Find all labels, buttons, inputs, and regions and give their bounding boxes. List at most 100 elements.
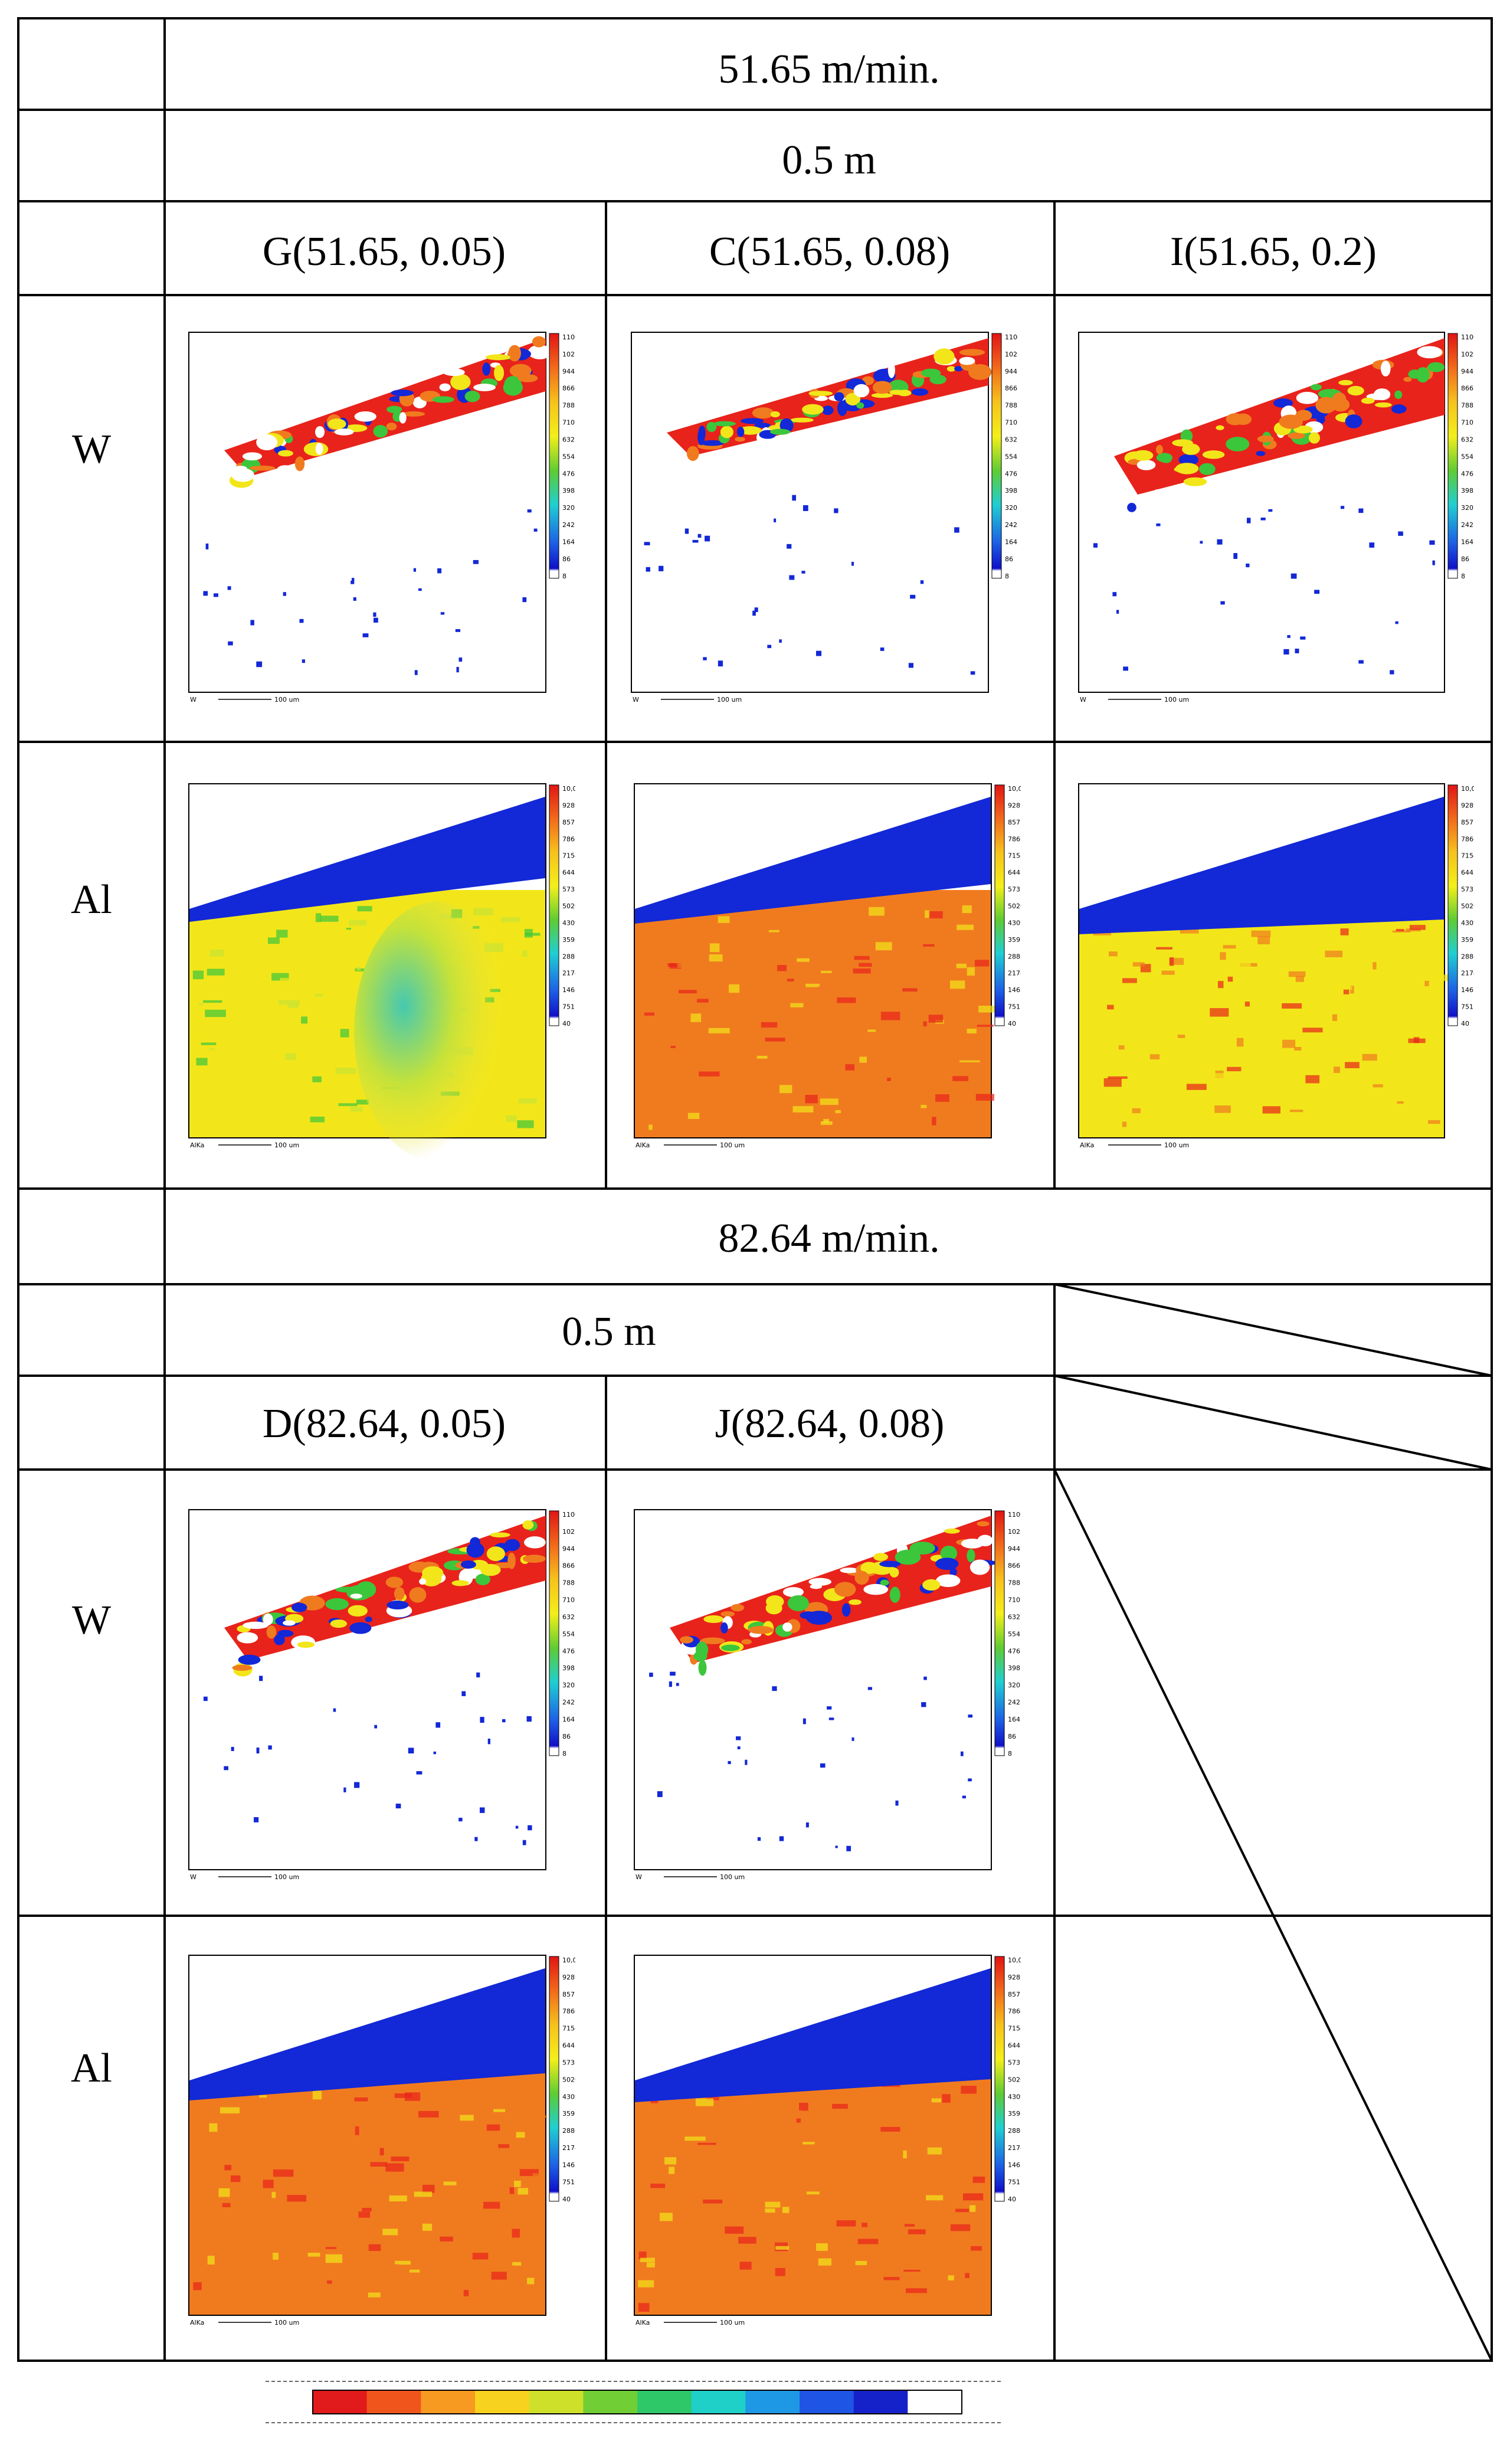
al-texture bbox=[499, 2294, 507, 2303]
w-speck bbox=[302, 659, 306, 663]
color-scale-tick: 751 bbox=[1008, 1003, 1020, 1011]
w-coating-blob bbox=[409, 1587, 427, 1603]
w-coating-blob bbox=[741, 1639, 752, 1645]
al-texture bbox=[420, 2148, 429, 2152]
w-coating-blob bbox=[698, 426, 706, 441]
al-texture bbox=[1227, 1066, 1242, 1072]
al-texture bbox=[854, 956, 870, 960]
w-coating-blob bbox=[277, 465, 294, 474]
al-texture bbox=[892, 2089, 899, 2097]
w-speck bbox=[737, 1746, 741, 1749]
al-texture bbox=[391, 2156, 410, 2162]
al-texture bbox=[473, 2217, 478, 2226]
w-coating-blob bbox=[720, 1622, 728, 1634]
al-texture bbox=[240, 1065, 251, 1069]
w-coating-blob bbox=[741, 418, 764, 424]
w-coating-blob bbox=[971, 365, 982, 378]
al-texture bbox=[267, 937, 280, 944]
color-scale-tick: 1463 bbox=[562, 2161, 575, 2169]
color-scale-tick: 10,000 bbox=[1008, 1956, 1021, 1964]
w-coating-blob bbox=[350, 1593, 362, 1599]
color-scale-tick: 8 bbox=[1008, 1750, 1012, 1758]
w-coating-blob bbox=[897, 390, 912, 397]
w-coating-blob bbox=[889, 1586, 900, 1603]
w-speck bbox=[1300, 636, 1306, 640]
scale-bar-label: 100 um bbox=[720, 1141, 745, 1149]
legend-ramp-segment bbox=[800, 2390, 854, 2414]
w-coating-blob bbox=[856, 402, 864, 409]
al-texture bbox=[1180, 928, 1199, 934]
color-scale-tick: 5731 bbox=[1008, 2059, 1021, 2066]
al-texture bbox=[533, 2115, 548, 2118]
w-speck bbox=[1268, 509, 1273, 512]
al-texture bbox=[792, 1106, 814, 1112]
al-texture bbox=[816, 2243, 828, 2251]
w-coating-blob bbox=[880, 1579, 889, 1586]
w-speck bbox=[676, 1683, 679, 1686]
color-scale-tick: 5731 bbox=[562, 2059, 575, 2066]
al-coating-region bbox=[1079, 796, 1444, 934]
al-texture bbox=[453, 2263, 461, 2272]
w-coating-blob bbox=[782, 1587, 804, 1597]
w-speck bbox=[224, 1766, 228, 1771]
w-speck bbox=[1314, 590, 1320, 594]
color-scale-tick: 4309 bbox=[1461, 919, 1474, 927]
al-texture bbox=[1132, 962, 1145, 967]
w-coating-blob bbox=[522, 1520, 534, 1530]
map-element-caption: AlKa bbox=[190, 1141, 204, 1149]
al-texture bbox=[765, 2201, 781, 2208]
al-texture bbox=[1082, 942, 1090, 945]
al-texture bbox=[1339, 1084, 1360, 1087]
color-scale-tick: 4309 bbox=[1008, 2093, 1021, 2100]
w-coating-blob bbox=[1345, 414, 1362, 428]
w-coating-blob bbox=[935, 1557, 959, 1570]
al-texture bbox=[1282, 1039, 1296, 1048]
color-scale-tick: 164 bbox=[1461, 538, 1473, 546]
al-texture bbox=[805, 983, 820, 987]
w-map-g: 1100 1022 944 866 788 710 632 554 476 398 320 242 16… bbox=[188, 332, 575, 703]
w-speck bbox=[1246, 563, 1250, 568]
w-speck bbox=[1398, 531, 1403, 536]
al-texture bbox=[923, 944, 935, 947]
al-texture bbox=[882, 2227, 895, 2231]
al-texture bbox=[959, 1060, 980, 1062]
color-scale-tick: 554 bbox=[562, 1630, 575, 1638]
al-texture bbox=[902, 988, 918, 992]
al-texture bbox=[768, 930, 779, 932]
al-texture bbox=[887, 1078, 891, 1081]
w-speck bbox=[846, 1845, 851, 1851]
w-coating-blob bbox=[1175, 463, 1199, 475]
w-coating-blob bbox=[1226, 437, 1250, 451]
scale-bar-label: 100 um bbox=[274, 696, 299, 703]
al-texture bbox=[385, 2163, 404, 2172]
w-coating-blob bbox=[1127, 503, 1136, 512]
w-coating-blob bbox=[936, 1574, 961, 1588]
al-texture bbox=[1157, 1021, 1172, 1023]
al-texture bbox=[382, 2229, 398, 2236]
w-coating-blob bbox=[490, 1532, 510, 1538]
w-coating-blob bbox=[1136, 460, 1156, 470]
w-speck bbox=[851, 561, 854, 566]
al-texture bbox=[1214, 1105, 1231, 1113]
w-coating-blob bbox=[703, 1615, 724, 1624]
w-speck bbox=[745, 1759, 748, 1765]
color-scale-tick: 86 bbox=[562, 1733, 571, 1740]
w-coating-blob bbox=[1234, 413, 1252, 426]
al-texture bbox=[527, 2278, 535, 2285]
w-coating-blob bbox=[1296, 391, 1319, 404]
al-texture bbox=[823, 1118, 829, 1123]
al-empty-area bbox=[189, 1956, 545, 2080]
al-texture bbox=[418, 2110, 439, 2118]
al-texture bbox=[676, 2129, 696, 2135]
al-texture bbox=[703, 2199, 723, 2204]
color-scale-tick: 1100 bbox=[1461, 333, 1474, 341]
al-texture bbox=[935, 1094, 949, 1102]
al-texture bbox=[284, 1053, 296, 1061]
al-texture bbox=[777, 964, 787, 971]
al-texture bbox=[310, 1116, 325, 1123]
al-texture bbox=[718, 916, 730, 923]
w-coating-blob bbox=[532, 336, 546, 348]
al-texture bbox=[1333, 1066, 1341, 1074]
w-coating-blob bbox=[297, 1641, 315, 1648]
color-scale-tick: 86 bbox=[1461, 555, 1469, 563]
